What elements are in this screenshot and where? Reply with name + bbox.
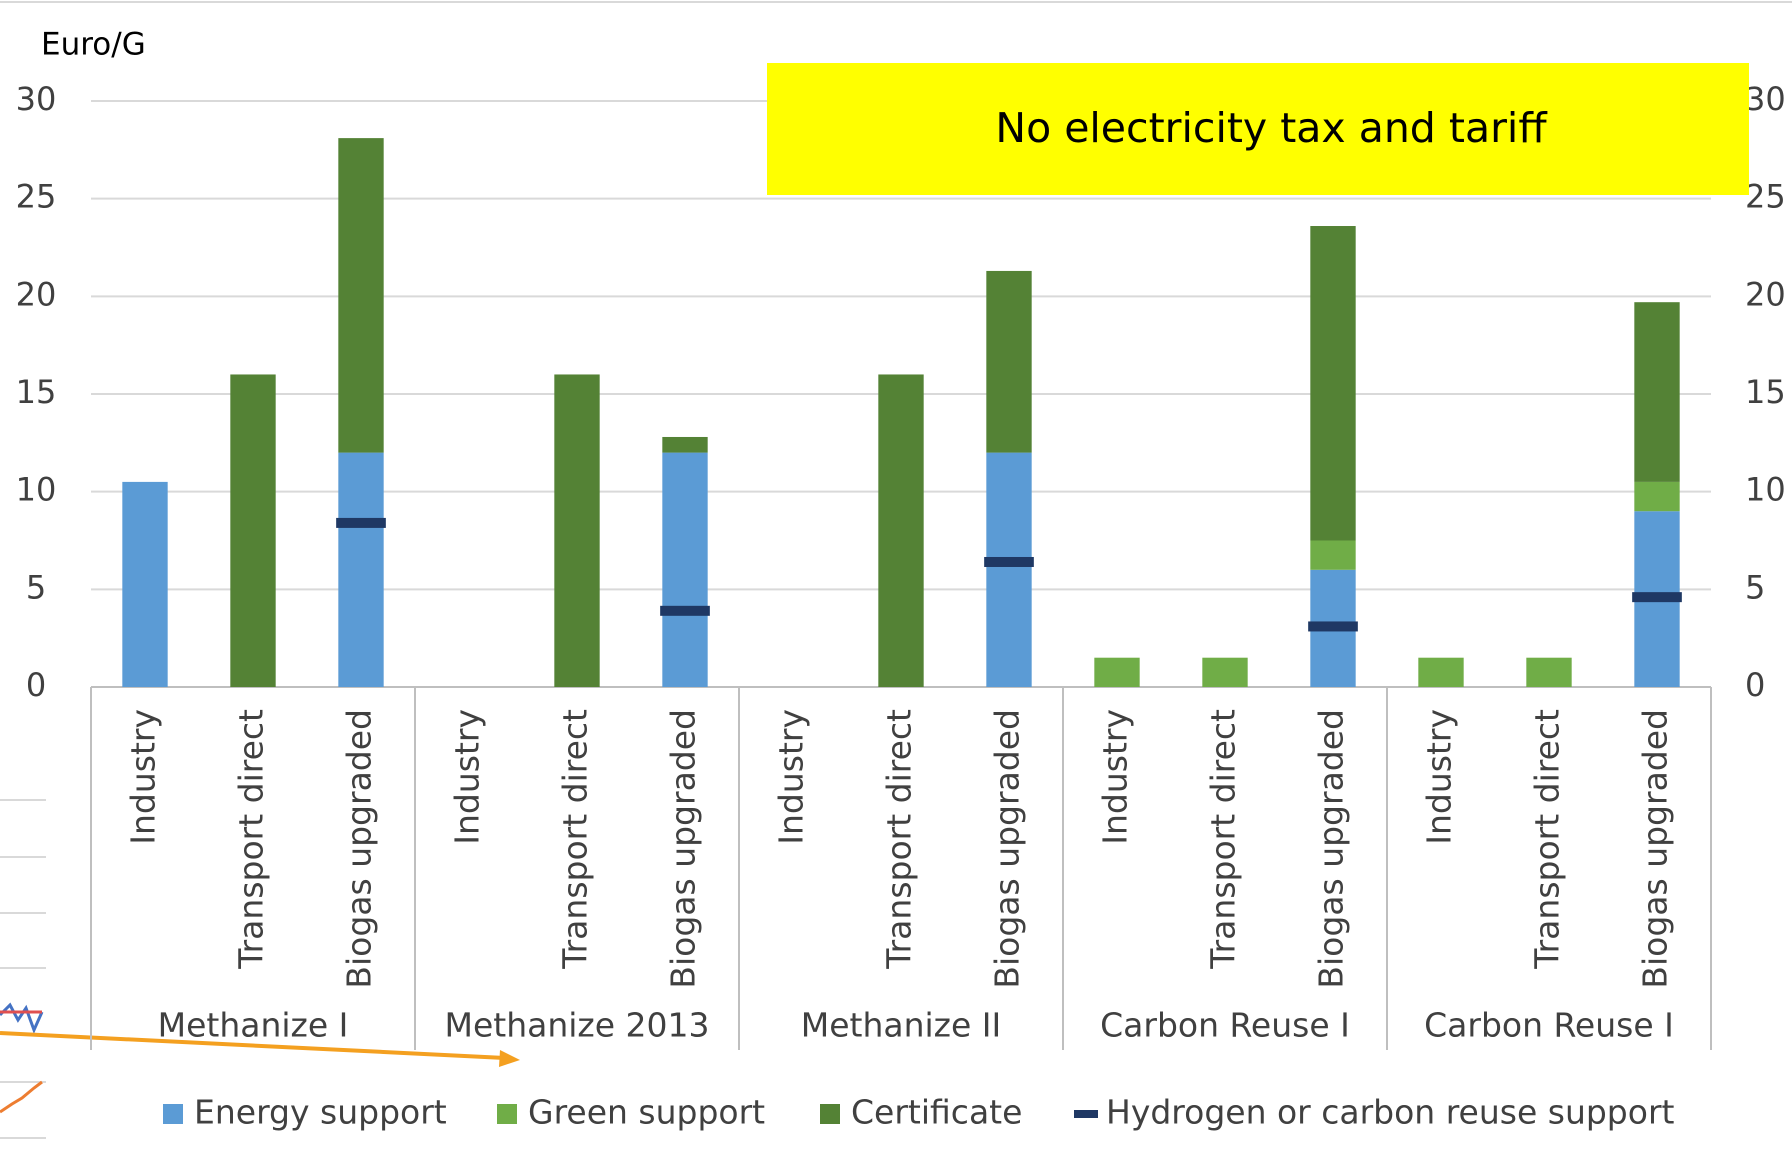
x-tick-label: Industry — [1420, 709, 1459, 845]
bar-segment — [338, 138, 384, 453]
x-tick-label: Industry — [772, 709, 811, 845]
y-tick-label: 15 — [16, 373, 57, 411]
x-tick-label: Biogas upgraded — [1636, 709, 1675, 989]
marker-dash — [1632, 592, 1682, 603]
legend-label: Energy support — [194, 1093, 447, 1132]
bar-segment — [986, 270, 1032, 453]
bar-segment — [338, 452, 384, 687]
group-label: Methanize II — [801, 1006, 1002, 1045]
marker-dash — [984, 556, 1034, 567]
x-tick-label: Transport direct — [232, 709, 271, 970]
x-tick-label: Industry — [1096, 709, 1135, 845]
y2-tick-label: 15 — [1745, 373, 1786, 411]
group-label: Carbon Reuse I — [1100, 1006, 1350, 1045]
y2-tick-label: 25 — [1745, 178, 1786, 216]
bar-segment — [1310, 226, 1356, 541]
bar-segment — [1526, 657, 1572, 687]
legend-label: Green support — [528, 1093, 765, 1132]
bar-segment — [554, 374, 600, 687]
background-fragment — [0, 799, 520, 1139]
bar-segment — [878, 374, 924, 687]
x-tick-label: Transport direct — [556, 709, 595, 970]
arrow-head — [499, 1050, 520, 1067]
arrow — [0, 1031, 506, 1060]
group-label: Carbon Reuse I — [1424, 1006, 1674, 1045]
x-tick-label: Biogas upgraded — [664, 709, 703, 989]
bar-segment — [1634, 302, 1680, 482]
legend-label: Certificate — [851, 1093, 1022, 1132]
marker-dash — [336, 517, 386, 528]
legend-label: Hydrogen or carbon reuse support — [1106, 1093, 1675, 1132]
y-tick-label: 10 — [16, 471, 57, 509]
bar-segment — [1202, 657, 1248, 687]
y2-tick-label: 5 — [1745, 568, 1765, 606]
x-tick-label: Industry — [448, 709, 487, 845]
x-tick-label: Industry — [124, 709, 163, 845]
bar-segment — [230, 374, 276, 687]
y2-tick-label: 30 — [1745, 80, 1786, 118]
bar-segment — [662, 452, 708, 687]
annotation: No electricity tax and tariff — [995, 104, 1548, 152]
y-tick-label: 0 — [26, 666, 46, 704]
legend-swatch — [820, 1104, 840, 1124]
bar-segment — [1418, 657, 1464, 687]
y-tick-label: 5 — [26, 568, 46, 606]
marker-dash — [1308, 621, 1358, 632]
annotation-box — [767, 63, 1749, 195]
y2-tick-label: 0 — [1745, 666, 1765, 704]
x-tick-label: Transport direct — [1204, 709, 1243, 970]
group-label: Methanize I — [158, 1006, 349, 1045]
y-tick-label: 30 — [16, 80, 57, 118]
bar-segment — [122, 481, 168, 687]
bar-segment — [1310, 540, 1356, 570]
group-label: Methanize 2013 — [444, 1006, 709, 1045]
x-tick-label: Transport direct — [1528, 709, 1567, 970]
y2-tick-label: 10 — [1745, 471, 1786, 509]
x-tick-label: Biogas upgraded — [340, 709, 379, 989]
x-tick-label: Biogas upgraded — [988, 709, 1027, 989]
marker-dash — [660, 605, 710, 616]
x-tick-label: Biogas upgraded — [1312, 709, 1351, 989]
y-tick-label: 25 — [16, 178, 57, 216]
legend-swatch — [497, 1104, 517, 1124]
x-tick-label: Transport direct — [880, 709, 919, 970]
y-tick-label: 20 — [16, 275, 57, 313]
bar-segment — [1094, 657, 1140, 687]
legend-swatch — [1074, 1110, 1098, 1118]
y2-tick-label: 20 — [1745, 275, 1786, 313]
bar-segment — [986, 452, 1032, 687]
legend-swatch — [163, 1104, 183, 1124]
y-axis-label: Euro/G — [41, 27, 146, 63]
bar-segment — [662, 436, 708, 453]
fragment-series — [0, 1002, 44, 1035]
bar-segment — [1634, 481, 1680, 512]
fragment-series — [0, 1080, 43, 1114]
